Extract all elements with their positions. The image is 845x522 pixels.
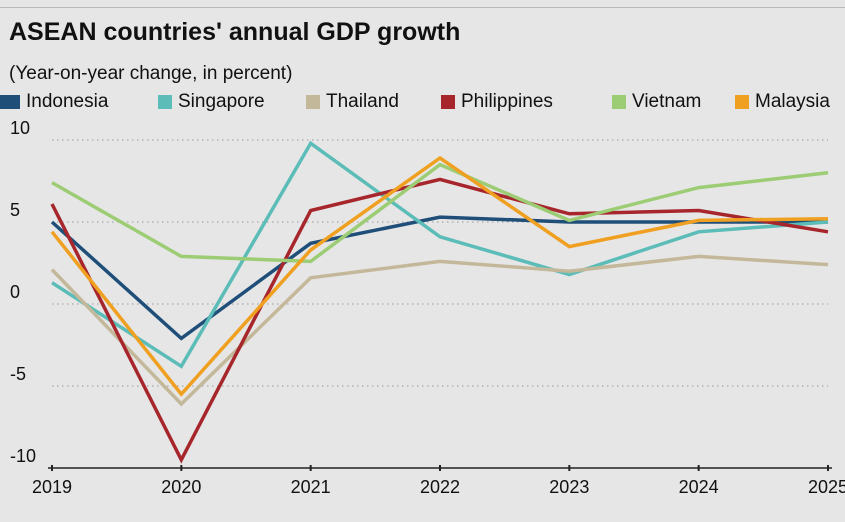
legend-swatch-vietnam: [612, 95, 626, 109]
legend-item-malaysia: Malaysia: [735, 91, 830, 113]
legend-swatch-thailand: [306, 95, 320, 109]
legend-item-vietnam: Vietnam: [612, 91, 701, 113]
series-line-philippines: [50, 177, 829, 464]
legend-label: Vietnam: [632, 91, 702, 112]
series-line-thailand: [50, 254, 829, 407]
x-tick-label: 2022: [420, 477, 460, 497]
legend-item-thailand: Thailand: [306, 91, 399, 113]
chart-title: ASEAN countries' annual GDP growth: [9, 18, 461, 46]
series-line-malaysia: [50, 155, 829, 397]
legend-label: Indonesia: [26, 91, 109, 112]
y-tick-label: 0: [10, 282, 20, 302]
legend-swatch-indonesia: [0, 95, 20, 109]
legend-swatch-singapore: [158, 95, 172, 109]
legend-label: Malaysia: [755, 91, 830, 112]
x-tick-label: 2024: [679, 477, 719, 497]
legend-label: Philippines: [461, 91, 553, 112]
y-tick-label: 10: [10, 118, 30, 138]
legend-swatch-philippines: [441, 95, 455, 109]
x-tick-label: 2021: [291, 477, 331, 497]
y-tick-label: 5: [10, 200, 20, 220]
top-rule: [0, 7, 845, 8]
y-tick-label: -10: [10, 446, 36, 466]
chart-subtitle: (Year-on-year change, in percent): [9, 63, 293, 84]
x-tick-label: 2020: [161, 477, 201, 497]
legend: Indonesia Singapore Thailand Philippines…: [0, 91, 845, 117]
legend-label: Thailand: [326, 91, 399, 112]
series-line-vietnam: [51, 162, 829, 264]
legend-swatch-malaysia: [735, 95, 749, 109]
series-line-singapore: [51, 140, 829, 369]
legend-item-philippines: Philippines: [441, 91, 553, 113]
x-tick-label: 2025: [808, 477, 845, 497]
legend-label: Singapore: [178, 91, 265, 112]
legend-item-indonesia: Indonesia: [0, 91, 108, 113]
x-tick-label: 2023: [549, 477, 589, 497]
x-tick-label: 2019: [32, 477, 72, 497]
legend-item-singapore: Singapore: [158, 91, 265, 113]
y-tick-label: -5: [10, 364, 26, 384]
